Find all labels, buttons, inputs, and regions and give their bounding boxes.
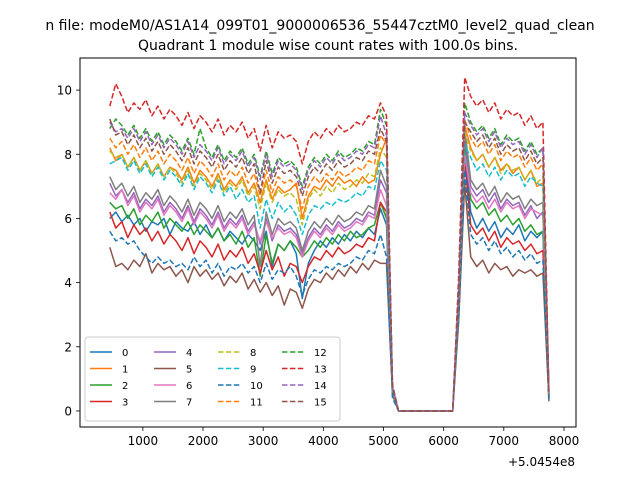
figure-suptitle: n file: modeM0/AS1A14_099T01_9000006536_… [45,18,594,34]
legend-label-14: 14 [314,381,327,392]
legend-label-15: 15 [314,398,327,409]
series-line-9 [109,143,550,412]
series-line-1 [109,124,550,412]
legend-label-5: 5 [186,365,192,376]
y-tick-label: 4 [64,276,72,290]
series-line-6 [109,153,550,412]
series-line-15 [109,118,550,412]
plot-area [109,76,550,412]
series-line-4 [109,134,550,412]
legend-label-8: 8 [250,348,256,359]
legend-label-4: 4 [186,348,192,359]
series-line-7 [109,127,550,412]
series-line-5 [109,182,550,412]
legend-label-11: 11 [250,398,263,409]
series-line-10 [109,169,550,412]
x-offset-label: +5.0454e8 [508,455,575,469]
series-line-8 [109,131,550,412]
series-line-12 [109,102,550,412]
legend-label-0: 0 [122,348,128,359]
series-lines [109,76,550,412]
legend-label-3: 3 [122,398,128,409]
series-line-2 [109,140,550,412]
legend-label-6: 6 [186,381,192,392]
x-tick-label: 7000 [489,434,520,448]
x-tick-label: 2000 [188,434,219,448]
x-tick-label: 5000 [368,434,399,448]
y-tick-label: 8 [64,148,72,162]
axes-frame [79,57,577,428]
legend-label-7: 7 [186,398,192,409]
legend-label-13: 13 [314,365,327,376]
series-line-11 [109,118,550,412]
legend-label-9: 9 [250,365,256,376]
y-tick-label: 6 [64,212,72,226]
series-line-14 [109,111,550,412]
legend-label-1: 1 [122,365,128,376]
legend-label-10: 10 [250,381,263,392]
legend-label-12: 12 [314,348,327,359]
y-tick-label: 0 [64,404,72,418]
series-line-3 [109,159,550,412]
legend-label-2: 2 [122,381,128,392]
y-tick-label: 10 [57,84,72,98]
x-tick-label: 3000 [248,434,279,448]
legend-box [84,336,341,422]
x-tick-label: 1000 [128,434,159,448]
x-tick-label: 4000 [308,434,339,448]
y-tick-label: 2 [64,340,72,354]
series-line-13 [109,76,550,412]
chart-title: Quadrant 1 module wise count rates with … [138,38,518,54]
x-tick-label: 6000 [428,434,459,448]
x-tick-label: 8000 [549,434,580,448]
